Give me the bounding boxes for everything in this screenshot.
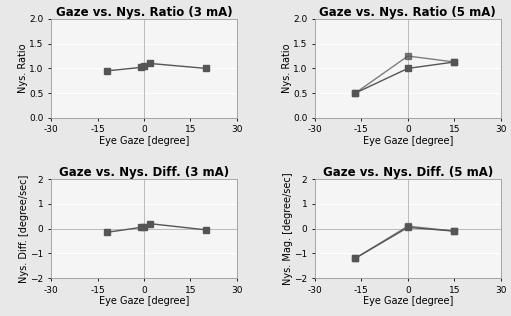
X-axis label: Eye Gaze [degree]: Eye Gaze [degree]	[363, 136, 453, 146]
Title: Gaze vs. Nys. Ratio (5 mA): Gaze vs. Nys. Ratio (5 mA)	[319, 6, 496, 19]
Y-axis label: Nys. Mag. [degree/sec]: Nys. Mag. [degree/sec]	[283, 172, 293, 285]
X-axis label: Eye Gaze [degree]: Eye Gaze [degree]	[99, 136, 189, 146]
X-axis label: Eye Gaze [degree]: Eye Gaze [degree]	[99, 296, 189, 306]
Title: Gaze vs. Nys. Ratio (3 mA): Gaze vs. Nys. Ratio (3 mA)	[56, 6, 233, 19]
X-axis label: Eye Gaze [degree]: Eye Gaze [degree]	[363, 296, 453, 306]
Y-axis label: Nys. Ratio: Nys. Ratio	[282, 44, 292, 93]
Title: Gaze vs. Nys. Diff. (3 mA): Gaze vs. Nys. Diff. (3 mA)	[59, 166, 229, 179]
Title: Gaze vs. Nys. Diff. (5 mA): Gaze vs. Nys. Diff. (5 mA)	[323, 166, 493, 179]
Y-axis label: Nys. Ratio: Nys. Ratio	[18, 44, 28, 93]
Y-axis label: Nys. Diff. [degree/sec]: Nys. Diff. [degree/sec]	[19, 174, 29, 283]
